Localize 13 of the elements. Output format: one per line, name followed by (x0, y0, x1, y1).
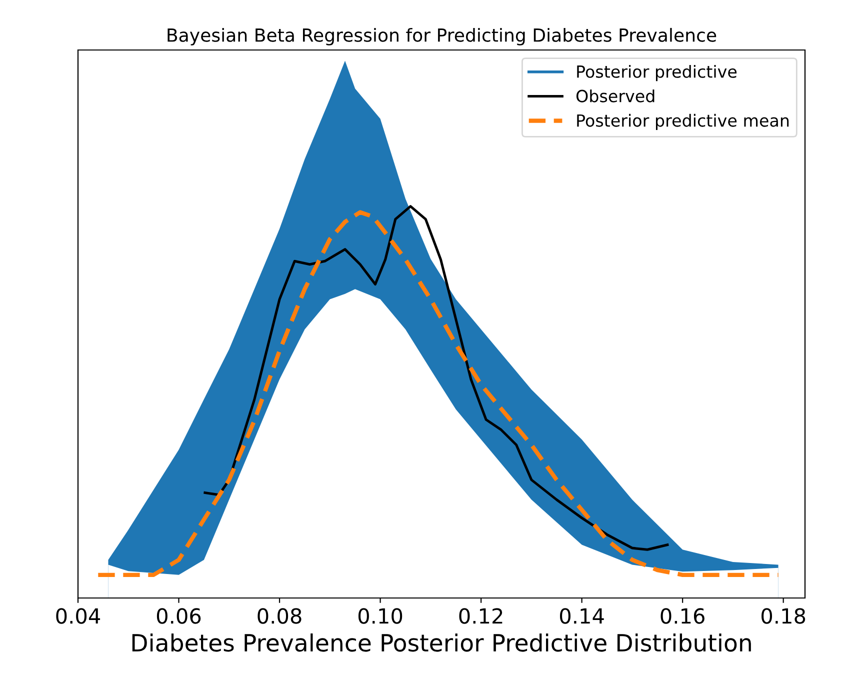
x-tick-label: 0.06 (156, 608, 201, 624)
x-tick-label: 0.04 (56, 608, 100, 624)
x-axis-title: Diabetes Prevalence Posterior Predictive Distribution (132, 633, 751, 652)
legend-label: Observed (576, 89, 654, 102)
x-tick-label: 0.16 (660, 608, 704, 624)
x-tick-label: 0.10 (358, 608, 402, 624)
legend-label: Posterior predictive (577, 65, 737, 82)
x-tick-label: 0.08 (258, 608, 302, 624)
x-tick-label: 0.12 (459, 608, 502, 624)
x-tick-label: 0.14 (560, 608, 604, 624)
legend-label: Posterior predictive mean (577, 114, 789, 130)
chart-title: Bayesian Beta Regression for Predicting Diabetes Prevalence (168, 28, 716, 46)
x-tick-label: 0.18 (762, 608, 806, 624)
